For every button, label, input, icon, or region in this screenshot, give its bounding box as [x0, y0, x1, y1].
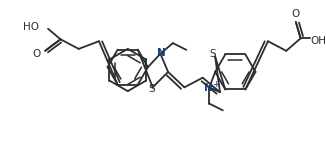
- Text: O: O: [32, 49, 41, 59]
- Text: S: S: [148, 84, 155, 94]
- Text: N: N: [157, 48, 166, 58]
- Text: S: S: [209, 49, 215, 59]
- Text: O: O: [292, 9, 300, 19]
- Text: HO: HO: [23, 22, 39, 32]
- Text: +: +: [212, 80, 220, 89]
- Text: OH: OH: [310, 36, 326, 46]
- Text: N: N: [204, 83, 213, 93]
